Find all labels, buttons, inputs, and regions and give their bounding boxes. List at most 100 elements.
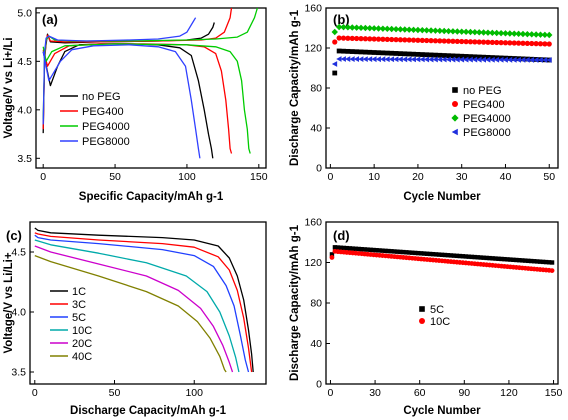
data-point-5c: [368, 247, 373, 253]
series-10c-curve: [34, 239, 240, 373]
data-point-peg4000: [436, 27, 444, 35]
data-point-peg4000: [388, 25, 395, 33]
data-point-peg4000: [432, 27, 439, 34]
data-point-peg4000: [515, 30, 522, 38]
data-point-no-peg: [481, 54, 486, 60]
x-tick-label: 100: [185, 387, 203, 399]
data-point-peg8000: [533, 57, 539, 63]
data-point-5c: [371, 247, 376, 253]
data-point-peg400: [332, 39, 338, 45]
data-point-peg8000: [393, 56, 399, 63]
data-point-peg4000: [528, 31, 535, 38]
series-peg8000-discharge-curve: [42, 44, 201, 159]
data-point-peg8000: [384, 56, 390, 63]
y-tick-label: 5.0: [17, 7, 32, 19]
data-point-peg4000: [370, 25, 378, 32]
data-point-peg4000: [493, 29, 500, 37]
data-point-peg4000: [480, 29, 487, 36]
data-point-peg400: [432, 38, 439, 44]
data-point-peg4000: [449, 28, 457, 35]
series-peg8000-charge-curve: [42, 17, 197, 125]
data-point-peg400: [415, 37, 421, 43]
data-point-peg8000: [511, 56, 517, 63]
series-peg4000-charge-curve: [42, 7, 259, 120]
panel-a-ylabel: Voltage/V vs Li+/Li: [3, 37, 15, 138]
panel-a-ticks: 0 50 100 150 3.5 4.0 4.5 5.0: [17, 7, 267, 183]
data-point-peg400: [362, 36, 368, 42]
data-point-peg4000: [445, 27, 452, 35]
legend-marker-peg400: [452, 101, 458, 107]
data-point-peg8000: [371, 56, 377, 63]
data-point-5c: [383, 248, 388, 254]
data-point-peg4000: [511, 30, 518, 37]
data-point-5c: [433, 252, 439, 257]
y-tick-label: 40: [310, 123, 322, 135]
data-point-no-peg: [463, 54, 469, 59]
data-point-peg8000: [528, 57, 535, 63]
y-tick-label: 80: [310, 298, 322, 310]
data-point-peg400: [397, 37, 404, 43]
data-point-5c: [475, 255, 480, 260]
data-point-no-peg: [406, 51, 412, 57]
data-point-peg4000: [484, 29, 492, 36]
data-point-no-peg: [345, 48, 351, 54]
data-point-5c: [395, 249, 400, 254]
data-point-peg8000: [406, 56, 412, 63]
data-point-peg400: [354, 35, 360, 42]
x-tick-label: 50: [543, 171, 555, 183]
data-point-peg400: [445, 38, 452, 44]
panel-d-ticks: 0 30 60 90 120 150 0 40 80 120 160: [304, 217, 562, 400]
series-no-peg-charge-curve: [42, 22, 215, 134]
panel-b-legend: no PEG PEG400 PEG4000 PEG8000: [451, 85, 511, 139]
data-point-no-peg: [341, 48, 346, 54]
data-point-no-peg: [472, 54, 478, 60]
data-point-peg8000: [498, 56, 504, 63]
data-point-peg400: [419, 37, 425, 43]
data-point-peg8000: [520, 56, 526, 63]
data-point-5c: [534, 259, 540, 264]
data-point-5c: [353, 246, 358, 251]
y-tick-label: 3.5: [11, 367, 26, 379]
data-point-peg4000: [502, 30, 509, 37]
data-point-peg4000: [541, 31, 549, 39]
legend-label-10c: 10C: [72, 325, 92, 337]
data-point-peg4000: [458, 28, 465, 35]
data-point-peg400: [542, 41, 548, 47]
data-point-peg8000: [524, 56, 530, 63]
legend-label-peg400: PEG400: [463, 99, 505, 111]
data-point-peg400: [507, 40, 513, 46]
series-3c-curve: [34, 232, 253, 373]
panel-d-tag: (d): [333, 228, 350, 243]
data-point-peg400: [349, 35, 355, 41]
x-tick-label: 40: [500, 171, 512, 183]
data-point-no-peg: [367, 49, 373, 55]
y-tick-label: 80: [310, 83, 322, 95]
data-point-no-peg: [411, 51, 416, 57]
data-point-5c: [410, 250, 415, 255]
panel-b: (b) 0 10 20 30 40 50 0 40 80 120 160 no PEG PEG400 P…: [289, 3, 559, 203]
legend-label-no-peg: no PEG: [82, 91, 121, 103]
panel-b-ticks: 0 10 20 30 40 50 0 40 80 120 160: [304, 3, 555, 184]
data-point-5c: [407, 250, 412, 255]
data-point-peg400: [393, 37, 399, 43]
series-peg8000: [331, 56, 552, 67]
data-point-peg400: [371, 36, 377, 42]
y-tick-label: 4.5: [17, 56, 32, 68]
data-point-5c: [529, 258, 534, 264]
data-point-no-peg: [441, 53, 447, 58]
data-point-10c: [329, 255, 335, 260]
data-point-5c: [457, 253, 463, 259]
x-tick-label: 30: [369, 387, 381, 399]
x-tick-label: 50: [109, 387, 121, 399]
data-point-peg400: [441, 38, 447, 44]
data-point-no-peg: [494, 55, 500, 61]
data-point-5c: [374, 248, 379, 253]
data-point-5c: [365, 247, 370, 252]
data-point-peg4000: [366, 24, 373, 32]
data-point-5c: [413, 250, 418, 256]
data-point-peg4000: [392, 25, 400, 33]
data-point-5c: [421, 251, 427, 256]
data-point-peg8000: [502, 56, 508, 63]
data-point-peg4000: [467, 28, 474, 36]
